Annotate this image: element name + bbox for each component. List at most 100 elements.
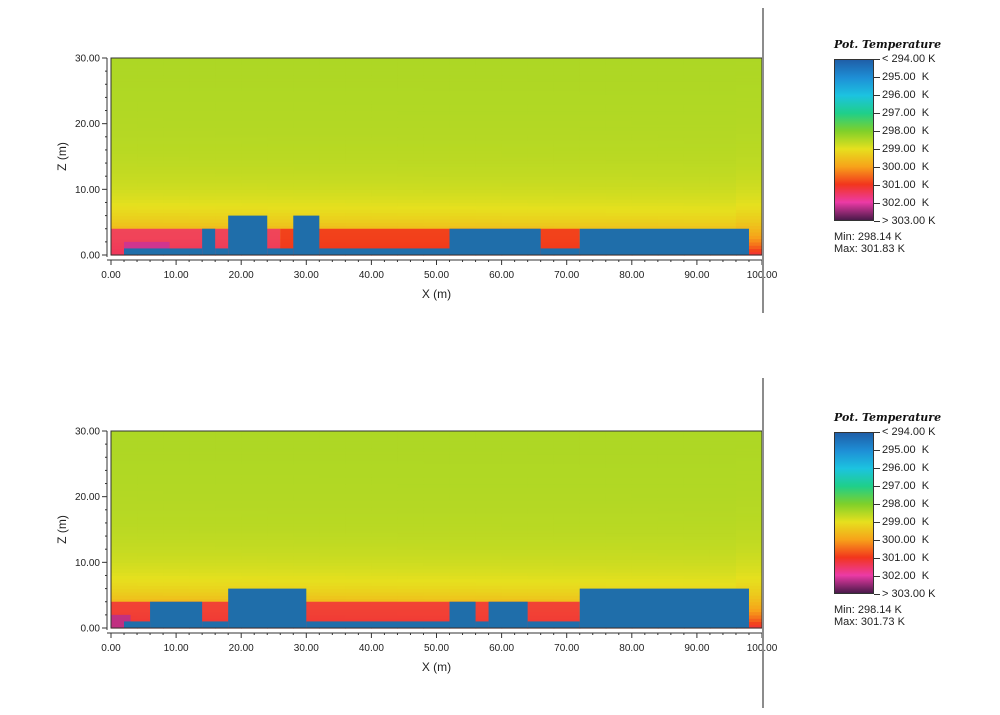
heatmap-cell bbox=[631, 179, 659, 184]
heatmap-cell bbox=[631, 493, 659, 498]
heatmap-cell bbox=[449, 526, 477, 531]
heatmap-cell bbox=[423, 585, 451, 590]
heatmap-cell bbox=[553, 437, 581, 442]
heatmap-cell bbox=[397, 536, 425, 540]
heatmap-cell bbox=[735, 463, 763, 468]
heatmap-cell bbox=[215, 77, 242, 82]
heatmap-cell bbox=[553, 199, 581, 204]
heatmap-cell bbox=[501, 532, 529, 537]
heatmap-cell bbox=[267, 513, 294, 517]
heatmap-cell bbox=[137, 103, 164, 108]
heatmap-cell bbox=[293, 467, 320, 471]
heatmap-cell bbox=[475, 182, 503, 187]
heatmap-cell bbox=[605, 480, 633, 485]
heatmap-cell bbox=[293, 453, 320, 458]
heatmap-cell bbox=[163, 434, 190, 439]
heatmap-cell bbox=[709, 130, 737, 135]
heatmap-cell bbox=[371, 493, 399, 498]
heatmap-cell bbox=[683, 77, 711, 82]
heatmap-cell bbox=[631, 542, 659, 547]
heatmap-cell bbox=[163, 133, 190, 138]
heatmap-cell bbox=[631, 532, 659, 537]
heatmap-cell bbox=[241, 126, 268, 131]
heatmap-cell bbox=[735, 251, 763, 256]
heatmap-cell bbox=[241, 61, 268, 66]
heatmap-cell bbox=[345, 444, 372, 449]
heatmap-cell bbox=[189, 123, 216, 128]
heatmap-cell bbox=[293, 123, 320, 128]
heatmap-cell bbox=[371, 444, 399, 449]
heatmap-cell bbox=[657, 509, 685, 514]
heatmap-cell bbox=[449, 552, 477, 557]
heatmap-cell bbox=[137, 146, 164, 151]
heatmap-cell bbox=[189, 186, 216, 190]
heatmap-cell bbox=[605, 516, 633, 521]
heatmap-cell bbox=[371, 71, 399, 76]
heatmap-cell bbox=[137, 97, 164, 102]
heatmap-cell bbox=[163, 555, 190, 560]
heatmap-cell bbox=[735, 467, 763, 471]
heatmap-cell bbox=[683, 159, 711, 164]
heatmap-cell bbox=[475, 84, 503, 89]
heatmap-cell bbox=[449, 516, 477, 521]
heatmap-cell bbox=[397, 490, 425, 494]
heatmap-cell bbox=[345, 130, 372, 135]
heatmap-cell bbox=[215, 87, 242, 92]
heatmap-cell bbox=[111, 562, 138, 567]
heatmap-cell bbox=[501, 212, 529, 217]
heatmap-cell bbox=[501, 575, 529, 580]
heatmap-cell bbox=[137, 163, 164, 167]
heatmap-cell bbox=[267, 565, 294, 570]
heatmap-cell bbox=[709, 110, 737, 115]
heatmap-cell bbox=[553, 225, 581, 230]
heatmap-cell bbox=[241, 555, 268, 560]
heatmap-cell bbox=[137, 159, 164, 164]
heatmap-cell bbox=[735, 186, 763, 190]
heatmap-cell bbox=[449, 431, 477, 435]
heatmap-cell bbox=[605, 444, 633, 449]
heatmap-cell bbox=[735, 542, 763, 547]
heatmap-cell bbox=[397, 87, 425, 92]
heatmap-cell bbox=[449, 473, 477, 478]
heatmap-cell bbox=[527, 90, 555, 95]
heatmap-cell bbox=[735, 179, 763, 184]
heatmap-cell bbox=[293, 130, 320, 135]
heatmap-cell bbox=[449, 146, 477, 151]
heatmap-cell bbox=[189, 77, 216, 82]
heatmap-cell bbox=[709, 58, 737, 62]
heatmap-cell bbox=[371, 199, 399, 204]
heatmap-cell bbox=[319, 209, 346, 213]
heatmap-cell bbox=[397, 149, 425, 154]
heatmap-cell bbox=[475, 490, 503, 494]
heatmap-cell bbox=[475, 77, 503, 82]
heatmap-cell bbox=[683, 189, 711, 194]
colorbar-label: 296.00 K bbox=[882, 462, 930, 474]
heatmap-cell bbox=[267, 117, 294, 121]
heatmap-cell bbox=[163, 450, 190, 455]
heatmap-cell bbox=[501, 225, 529, 230]
heatmap-cell bbox=[267, 212, 294, 217]
legend-title: Pot. Temperature bbox=[834, 411, 942, 424]
min-value: Min: 298.14 K bbox=[834, 604, 902, 616]
heatmap-cell bbox=[267, 434, 294, 439]
heatmap-cell bbox=[345, 179, 372, 184]
heatmap-cell bbox=[267, 199, 294, 204]
heatmap-cell bbox=[319, 117, 346, 121]
heatmap-cell bbox=[501, 149, 529, 154]
heatmap-cell bbox=[345, 202, 372, 207]
heatmap-cell bbox=[475, 467, 503, 471]
heatmap-cell bbox=[345, 555, 372, 560]
heatmap-cell bbox=[527, 516, 555, 521]
y-tick-label: 20.00 bbox=[75, 492, 100, 503]
heatmap-cell bbox=[423, 591, 451, 596]
heatmap-cell bbox=[345, 156, 372, 161]
heatmap-cell bbox=[449, 100, 477, 105]
heatmap-cell bbox=[163, 103, 190, 108]
heatmap-cell bbox=[189, 552, 216, 557]
heatmap-cell bbox=[657, 215, 685, 220]
heatmap-cell bbox=[423, 205, 451, 210]
heatmap-cell bbox=[345, 80, 372, 85]
heatmap-cell bbox=[371, 575, 399, 580]
x-tick-label: 80.00 bbox=[619, 270, 644, 281]
heatmap-cell bbox=[527, 110, 555, 115]
